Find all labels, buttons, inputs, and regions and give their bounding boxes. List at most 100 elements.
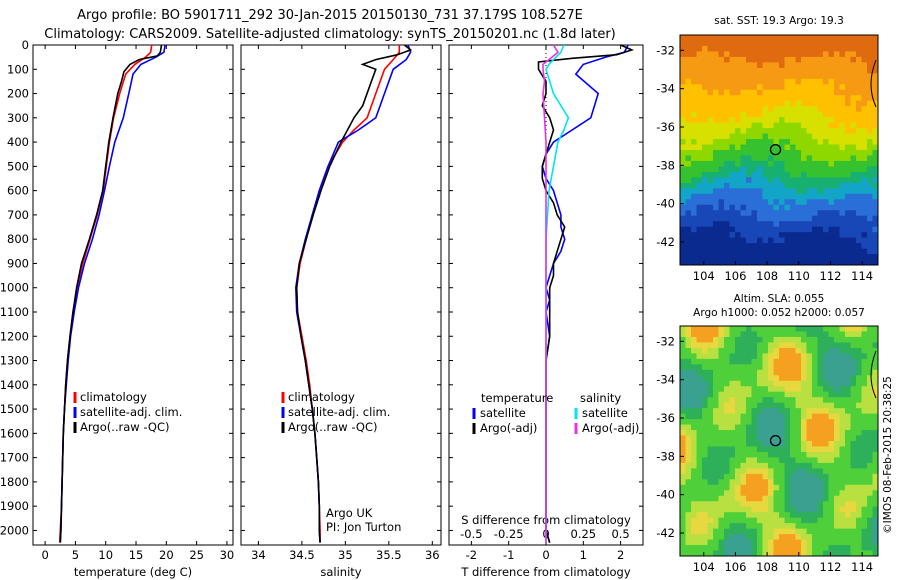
y-tick-label: 400 <box>7 135 29 149</box>
heatmap-cell <box>740 358 747 365</box>
heatmap-cell <box>724 441 731 448</box>
heatmap-cell <box>839 171 846 178</box>
heatmap-cell <box>784 204 791 211</box>
heatmap-cell <box>867 451 874 459</box>
heatmap-cell <box>680 78 687 85</box>
heatmap-cell <box>834 193 841 200</box>
heatmap-cell <box>850 495 857 502</box>
heatmap-cell <box>680 451 687 459</box>
heatmap-cell <box>806 182 813 189</box>
heatmap-cell <box>823 243 830 250</box>
heatmap-cell <box>867 56 874 63</box>
heatmap-cell <box>795 67 802 74</box>
heatmap-cell <box>801 232 808 239</box>
heatmap-cell <box>834 380 841 387</box>
heatmap-cell <box>801 182 808 189</box>
heatmap-cell <box>806 353 813 360</box>
heatmap-cell <box>685 490 692 497</box>
heatmap-cell <box>702 353 709 360</box>
heatmap-cell <box>845 539 852 546</box>
heatmap-cell <box>867 254 874 261</box>
heatmap-cell <box>823 501 830 508</box>
heatmap-cell <box>812 364 819 371</box>
heatmap-cell <box>839 402 846 409</box>
heatmap-cell <box>812 375 819 382</box>
heatmap-cell <box>812 166 819 173</box>
heatmap-cell <box>845 100 852 107</box>
heatmap-cell <box>735 254 742 261</box>
heatmap-cell <box>856 56 863 63</box>
heatmap-cell <box>861 89 868 96</box>
heatmap-cell <box>823 523 830 530</box>
heatmap-cell <box>812 457 819 464</box>
heatmap-cell <box>850 512 857 519</box>
heatmap-cell <box>856 232 863 239</box>
heatmap-cell <box>784 51 791 58</box>
heatmap-cell <box>867 259 874 265</box>
heatmap-cell <box>680 73 687 80</box>
heatmap-cell <box>790 89 797 96</box>
heatmap-cell <box>795 479 802 486</box>
heatmap-cell <box>691 528 698 535</box>
heatmap-cell <box>757 473 764 480</box>
heatmap-cell <box>713 226 720 233</box>
heatmap-cell <box>746 67 753 74</box>
heatmap-cell <box>839 133 846 140</box>
heatmap-cell <box>823 528 830 535</box>
heatmap-cell <box>746 331 753 338</box>
heatmap-cell <box>713 391 720 398</box>
heatmap-cell <box>867 248 874 255</box>
heatmap-cell <box>713 402 720 409</box>
heatmap-cell <box>867 67 874 74</box>
heatmap-cell <box>867 177 874 184</box>
heatmap-cell <box>757 545 764 552</box>
heatmap-cell <box>839 78 846 85</box>
heatmap-cell <box>834 501 841 508</box>
heatmap-cell <box>746 336 753 344</box>
heatmap-cell <box>795 84 802 91</box>
heatmap-cell <box>828 188 835 195</box>
heatmap-cell <box>812 133 819 140</box>
heatmap-cell <box>757 95 764 102</box>
heatmap-cell <box>795 326 802 333</box>
heatmap-cell <box>713 117 720 124</box>
heatmap-cell <box>773 424 780 431</box>
heatmap-cell <box>872 95 878 102</box>
heatmap-cell <box>845 364 852 371</box>
heatmap-cell <box>751 534 758 541</box>
heatmap-cell <box>779 73 786 80</box>
heatmap-cell <box>806 106 813 113</box>
heatmap-cell <box>845 501 852 508</box>
heatmap-cell <box>817 408 824 415</box>
heatmap-cell <box>696 150 703 157</box>
heatmap-cell <box>861 62 868 69</box>
heatmap-cell <box>735 342 742 349</box>
heatmap-cell <box>762 35 769 42</box>
heatmap-cell <box>691 358 698 365</box>
heatmap-cell <box>801 144 808 151</box>
heatmap-cell <box>806 512 813 519</box>
heatmap-cell <box>740 451 747 459</box>
heatmap-cell <box>817 402 824 409</box>
heatmap-cell <box>812 243 819 250</box>
heatmap-cell <box>801 111 808 118</box>
heatmap-cell <box>861 210 868 217</box>
heatmap-cell <box>872 128 878 135</box>
heatmap-cell <box>861 243 868 250</box>
heatmap-cell <box>773 462 780 469</box>
heatmap-cell <box>872 446 878 453</box>
heatmap-cell <box>740 353 747 360</box>
heatmap-cell <box>735 35 742 42</box>
heatmap-cell <box>685 204 692 211</box>
heatmap-cell <box>861 67 868 74</box>
heatmap-cell <box>773 226 780 233</box>
heatmap-cell <box>867 479 874 486</box>
heatmap-cell <box>768 391 775 398</box>
heatmap-cell <box>724 171 731 178</box>
heatmap-cell <box>801 358 808 365</box>
heatmap-cell <box>735 358 742 365</box>
heatmap-cell <box>702 430 709 437</box>
heatmap-cell <box>806 150 813 157</box>
heatmap-cell <box>872 342 878 349</box>
heatmap-cell <box>707 67 714 74</box>
